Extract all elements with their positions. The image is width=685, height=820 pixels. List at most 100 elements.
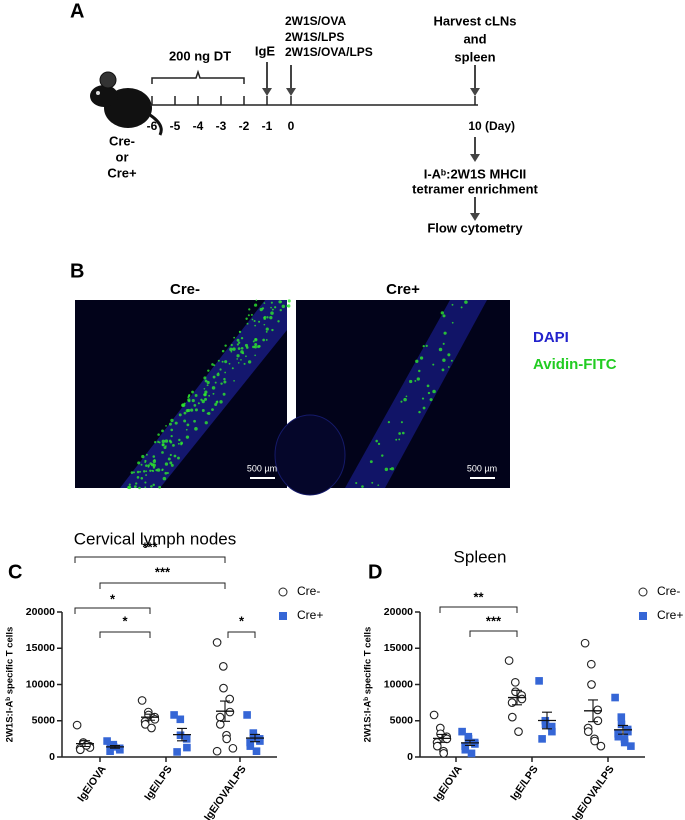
data-point [620,738,629,747]
data-point [243,711,251,719]
stain-label: Avidin-FITC [533,356,617,373]
legend-marker [279,612,287,620]
stain-dot [237,362,240,364]
data-point [170,711,178,719]
y-axis-label: 2W1S:I-Aᵇ specific T cells [363,627,374,743]
stain-dot [165,424,167,427]
stain-dot [170,418,174,423]
x-tick-label: IgE/OVA/LPS [202,763,249,820]
data-point [538,735,546,743]
data-point [586,659,596,669]
data-point [103,737,111,745]
legend-label: Cre+ [657,608,683,622]
data-point [173,748,181,756]
stain-dot [432,389,436,394]
stain-dot [161,439,166,444]
stain-dot [213,364,216,367]
stain-dot [204,421,208,425]
stain-dot [238,341,241,344]
stain-dot [236,338,240,342]
stain-dot [274,306,277,309]
data-point [617,720,626,729]
stain-dot [228,362,231,365]
stain-dot [254,324,257,327]
stain-dot [403,397,407,402]
y-tick-label: 15000 [384,642,413,654]
stain-dot [212,375,216,379]
stain-dot [145,453,148,456]
stain-dot [183,419,187,423]
data-point [587,680,596,689]
data-point [219,683,228,693]
scale-label: 500 µm [247,463,277,473]
data-point [548,727,556,736]
legend-marker [278,587,288,597]
stain-dot [355,481,358,485]
stain-dot [138,486,141,490]
day-label: -6 [147,119,158,133]
stain-dot [440,311,444,315]
stain-dot [243,362,246,365]
data-point [464,735,473,743]
data-point [249,732,258,741]
data-point [593,705,603,715]
data-point [215,720,225,729]
data-point [215,712,225,722]
stain-dot [240,359,242,361]
stain-dot [212,392,215,395]
stain-dot [233,336,236,339]
stain-dot [442,358,446,362]
stain-dot [221,360,224,363]
stain-dot [217,372,220,375]
y-tick-label: 10000 [26,678,55,690]
mouse-label: Cre- [109,133,135,148]
ige-label: IgE [255,43,276,58]
y-tick-label: 20000 [384,606,413,618]
stain-dot [229,347,233,352]
stain-dot [221,349,225,353]
stain-dot [418,410,421,414]
treatment-label: 2W1S/OVA [285,14,346,28]
data-point [72,720,82,730]
stain-label: DAPI [533,329,569,346]
stain-dot [145,464,148,467]
charts: Cervical lymph nodes C 2W1S:I-Aᵇ specific … [5,529,684,820]
legend-label: Cre- [657,584,680,598]
stain-dot [139,470,142,473]
stain-dot [422,345,425,348]
stain-dot [187,399,191,403]
stain-dot [451,321,454,324]
stain-dot [216,400,219,403]
enrichment-label: tetramer enrichment [412,181,538,196]
data-point [507,712,517,722]
error-bar [512,689,522,706]
y-tick-label: 0 [49,751,55,763]
stain-dot [265,327,269,331]
stain-dot [178,413,182,417]
significance-bracket [227,631,256,638]
stain-dot [181,403,185,408]
harvest-label: spleen [454,49,495,64]
significance-label: ** [473,589,484,604]
data-point [541,720,550,729]
day-label: 10 [468,119,482,133]
stain-dot [270,306,272,309]
stain-dot [409,379,413,384]
legend-marker [638,587,648,597]
stain-dot [167,457,171,461]
stain-dot [165,445,167,447]
stain-dot [246,322,249,325]
stain-dot [169,461,173,465]
stain-dot [279,308,282,312]
data-point [137,696,147,705]
stain-dot [450,359,453,362]
x-tick-label: IgE/OVA/LPS [570,763,617,820]
stain-dot [254,338,258,342]
arrow-head [470,154,480,162]
significance-label: *** [155,564,171,579]
stain-dot [128,483,131,486]
stain-dot [220,382,223,385]
stain-dot [177,442,180,445]
stain-dot [247,314,250,317]
stain-dot [236,358,239,360]
